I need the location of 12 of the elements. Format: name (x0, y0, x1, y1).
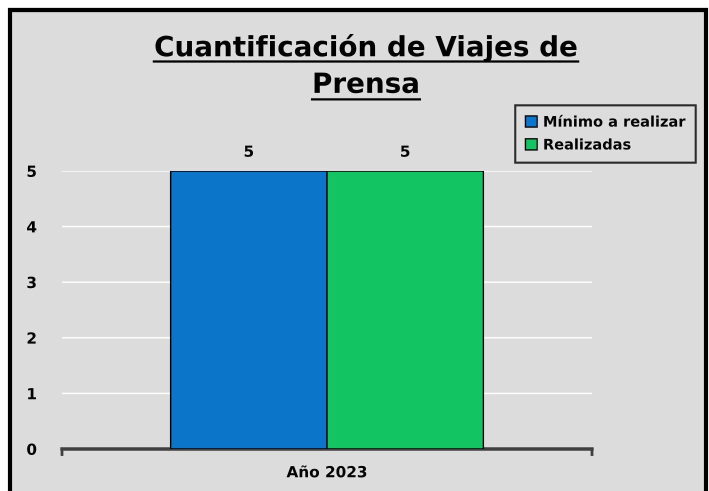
data-label: 5 (244, 146, 254, 157)
y-tick-label: 3 (27, 276, 36, 288)
data-label: 5 (401, 146, 410, 157)
x-tick-label: Año 2023 (286, 465, 366, 478)
legend-label: Mínimo a realizar (544, 114, 686, 127)
y-tick-label: 4 (27, 221, 36, 232)
chart-title: Cuantificación de Viajes de Prensa (155, 34, 577, 94)
legend-label: Realizadas (544, 138, 631, 150)
y-tick-label: 2 (28, 332, 36, 344)
y-tick-label: 1 (28, 388, 36, 400)
y-tick-label: 0 (27, 443, 36, 456)
y-tick-label: 5 (28, 166, 36, 178)
